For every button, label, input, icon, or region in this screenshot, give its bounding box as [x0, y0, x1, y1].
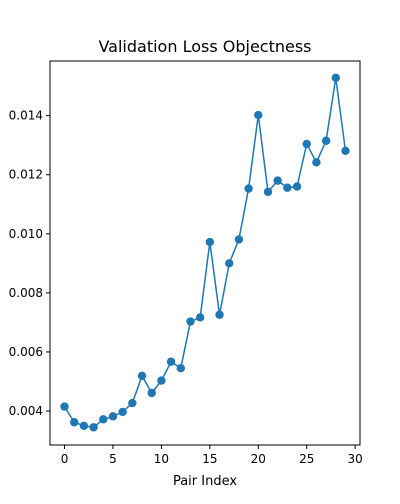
data-point — [292, 182, 302, 191]
x-tick-label: 5 — [109, 452, 117, 466]
data-point — [166, 357, 176, 366]
chart-title: Validation Loss Objectness — [98, 37, 311, 56]
data-point — [234, 235, 244, 244]
x-tick-label: 15 — [202, 452, 217, 466]
series-layer — [60, 73, 350, 432]
plot-area — [49, 60, 361, 446]
series-line — [63, 77, 347, 429]
data-point — [79, 421, 89, 430]
data-point — [157, 376, 166, 385]
data-point — [89, 423, 98, 432]
data-point — [312, 158, 321, 167]
y-tick-label: 0.008 — [9, 286, 43, 300]
data-point — [137, 371, 147, 381]
y-tick-label: 0.014 — [9, 109, 43, 123]
axes-frame — [49, 60, 361, 446]
data-point — [147, 388, 156, 398]
data-point — [254, 110, 263, 120]
x-tick-label: 20 — [251, 452, 266, 466]
data-point — [341, 146, 350, 155]
x-tick-label: 10 — [154, 452, 169, 466]
data-point — [128, 398, 137, 408]
y-tick-label: 0.012 — [9, 168, 43, 182]
y-axis: 0.004 0.006 0.008 0.010 0.012 0.014 — [9, 109, 50, 418]
data-point — [186, 317, 195, 326]
data-point — [225, 259, 234, 268]
y-tick-label: 0.010 — [9, 227, 43, 241]
data-point — [195, 313, 205, 322]
data-point — [215, 310, 224, 319]
x-axis: 0 5 10 15 20 25 30 — [61, 445, 363, 466]
data-point — [205, 237, 215, 247]
data-point — [176, 364, 185, 373]
x-tick-label: 0 — [61, 452, 69, 466]
data-point — [302, 139, 311, 149]
data-point — [283, 183, 292, 192]
y-tick-label: 0.004 — [9, 404, 43, 418]
data-point — [331, 73, 340, 83]
data-point — [321, 136, 331, 145]
data-point — [70, 418, 79, 427]
data-point — [99, 415, 108, 424]
x-tick-label: 30 — [348, 452, 363, 466]
data-point — [60, 402, 69, 411]
data-point — [108, 412, 118, 421]
data-point — [273, 176, 282, 185]
data-point — [118, 407, 127, 417]
x-tick-label: 25 — [299, 452, 314, 466]
x-axis-label: Pair Index — [173, 474, 237, 489]
data-point — [263, 187, 273, 197]
data-point — [244, 184, 253, 193]
y-tick-label: 0.006 — [9, 345, 43, 359]
